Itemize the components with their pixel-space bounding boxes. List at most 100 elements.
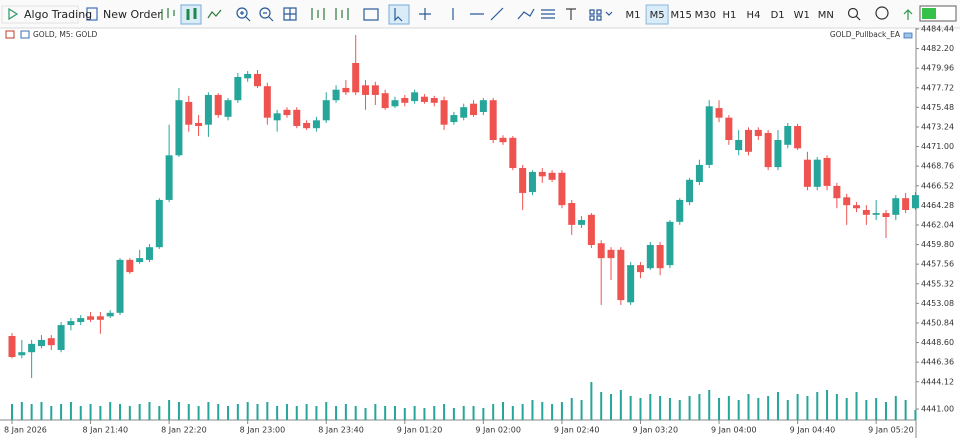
timeframe-button[interactable]: H1 bbox=[722, 10, 736, 21]
candle-body bbox=[420, 96, 428, 102]
algo-button[interactable] bbox=[1, 5, 79, 24]
candle-body bbox=[430, 98, 438, 103]
volume-bar bbox=[649, 394, 652, 420]
volume-bar bbox=[747, 394, 750, 420]
candle-body bbox=[715, 108, 723, 118]
candle-body bbox=[47, 338, 55, 346]
candle-body bbox=[538, 171, 546, 177]
chart-icon bbox=[5, 30, 15, 39]
volume-bar bbox=[865, 400, 868, 420]
volume-bar bbox=[148, 402, 151, 420]
volume-bar bbox=[580, 400, 583, 420]
candle-body bbox=[214, 94, 222, 116]
volume-bar bbox=[590, 382, 593, 420]
timeframe-button[interactable]: W1 bbox=[794, 10, 810, 21]
candle-body bbox=[312, 120, 320, 129]
volume-bar bbox=[610, 394, 613, 420]
volume-bar bbox=[256, 404, 259, 420]
volume-bar bbox=[89, 404, 92, 420]
timeframe-button[interactable]: M15 bbox=[671, 10, 692, 21]
candle-body bbox=[656, 245, 664, 269]
candle-body bbox=[470, 103, 478, 116]
x-tick-label: 9 Jan 03:20 bbox=[632, 426, 678, 435]
candle-body bbox=[411, 92, 419, 102]
volume-bar bbox=[325, 402, 328, 420]
toolbar-icons bbox=[8, 4, 957, 25]
candle-body bbox=[636, 265, 644, 273]
timeframe-button[interactable]: M30 bbox=[695, 10, 716, 21]
candle-body bbox=[450, 115, 458, 123]
candle-body bbox=[479, 100, 487, 112]
volume-bar bbox=[826, 390, 829, 420]
timeframe-button[interactable]: M1 bbox=[626, 10, 641, 21]
candle-body bbox=[175, 100, 183, 156]
candle-body bbox=[902, 198, 910, 210]
active-timeframe bbox=[645, 4, 669, 25]
candle-body bbox=[440, 100, 448, 125]
volume-bar bbox=[659, 396, 662, 420]
candle-body bbox=[587, 214, 595, 245]
volume-bar bbox=[168, 400, 171, 420]
screenshot-icon bbox=[363, 8, 379, 21]
candle-body bbox=[774, 140, 782, 168]
candle-body bbox=[8, 336, 16, 357]
volume-bar bbox=[187, 404, 190, 420]
candle-body bbox=[725, 117, 733, 140]
candle-body bbox=[391, 100, 399, 107]
candle-body bbox=[362, 85, 370, 95]
volume-bar bbox=[786, 400, 789, 420]
volume-bar bbox=[531, 400, 534, 420]
volume-bar bbox=[217, 404, 220, 420]
candle-body bbox=[509, 137, 517, 168]
candle-body bbox=[273, 113, 281, 121]
new-order-button[interactable]: New Order bbox=[103, 8, 162, 21]
volume-bar bbox=[757, 398, 760, 420]
candle-body bbox=[872, 213, 880, 215]
candle-body bbox=[499, 137, 507, 143]
timeframe-button[interactable]: H4 bbox=[747, 10, 761, 21]
volume-bar bbox=[639, 398, 642, 420]
candle-body bbox=[352, 63, 360, 93]
timeframe-button[interactable]: D1 bbox=[771, 10, 785, 21]
candle-body bbox=[764, 133, 772, 168]
candle-body bbox=[607, 249, 615, 259]
y-tick-label: 4482.20 bbox=[921, 44, 954, 53]
order-icon bbox=[86, 7, 98, 21]
volume-bar bbox=[855, 392, 858, 420]
timeframe-button[interactable]: M5 bbox=[650, 10, 665, 21]
x-tick-label: 8 Jan 23:40 bbox=[318, 426, 364, 435]
candle-body bbox=[381, 93, 389, 109]
algo-trading-button[interactable]: Algo Trading bbox=[24, 8, 92, 21]
candle-body bbox=[617, 249, 625, 301]
candle-body bbox=[695, 164, 703, 182]
candle-body bbox=[234, 77, 242, 101]
candle-body bbox=[853, 205, 861, 209]
candle-body bbox=[823, 157, 831, 186]
candle-body bbox=[106, 312, 114, 317]
cursor-icon bbox=[394, 8, 403, 22]
y-tick-label: 4466.52 bbox=[921, 181, 954, 190]
volume-bar bbox=[914, 410, 917, 420]
chart-title: GOLD, M5: GOLD bbox=[33, 30, 97, 39]
x-tick-label: 9 Jan 04:40 bbox=[790, 426, 836, 435]
zoom-in-icon bbox=[236, 7, 248, 19]
timeframe-button[interactable]: MN bbox=[818, 10, 834, 21]
y-tick-label: 4464.28 bbox=[921, 201, 954, 210]
candle-body bbox=[833, 185, 841, 199]
candle-body bbox=[578, 220, 586, 225]
y-tick-label: 4459.80 bbox=[921, 240, 954, 249]
drawing-icons bbox=[419, 7, 555, 21]
candle-body bbox=[745, 129, 752, 152]
volume-bar bbox=[99, 406, 102, 420]
candle-icon bbox=[186, 8, 197, 20]
volume-bar bbox=[472, 406, 475, 420]
volume-bar bbox=[138, 404, 141, 420]
volume-bar bbox=[20, 402, 23, 420]
candle-body bbox=[627, 265, 635, 303]
search-icon bbox=[847, 7, 859, 19]
y-tick-label: 4444.12 bbox=[921, 377, 954, 386]
candle-body bbox=[686, 179, 694, 203]
candle-body bbox=[460, 107, 468, 118]
x-tick-label: 9 Jan 05:20 bbox=[868, 426, 914, 435]
